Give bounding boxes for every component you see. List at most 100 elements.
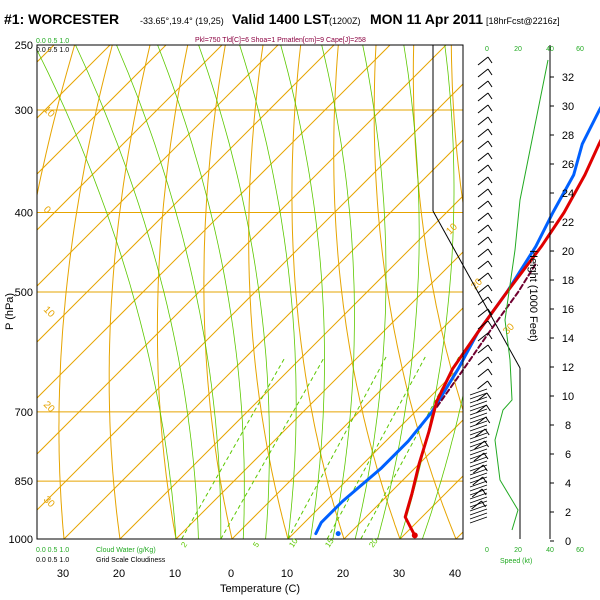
wind-barb-dense bbox=[469, 428, 488, 436]
wind-barb-dense bbox=[469, 440, 488, 448]
pressure-tick-label: 700 bbox=[15, 407, 33, 419]
wind-barb bbox=[471, 488, 483, 498]
height-tick-label: 16 bbox=[562, 304, 574, 316]
wind-barb-dense bbox=[469, 488, 488, 496]
wind-barb-feather bbox=[487, 152, 493, 160]
dry-adiabat-line bbox=[203, 45, 233, 539]
wind-barb-feather bbox=[487, 188, 493, 196]
pressure-tick-label: 500 bbox=[15, 287, 33, 299]
wind-barb bbox=[477, 140, 489, 150]
wind-barb-dense bbox=[469, 420, 488, 428]
wind-speed-line bbox=[494, 59, 549, 531]
dry-adiabat-line bbox=[156, 45, 189, 539]
wind-barb-dense bbox=[469, 504, 488, 512]
wind-barb bbox=[477, 296, 489, 306]
wind-barb-feather bbox=[487, 92, 493, 100]
cloud-scale-top: 0.0 0.5 1.0 bbox=[36, 38, 69, 45]
wind-barb-feather bbox=[485, 416, 491, 424]
speed-tick-label: 40 bbox=[546, 547, 554, 554]
wind-barb-dense bbox=[469, 516, 488, 524]
wind-barb bbox=[477, 200, 489, 210]
wind-barb-dense bbox=[469, 448, 488, 456]
wind-barb-feather bbox=[485, 404, 491, 412]
wind-barb-feather bbox=[487, 140, 493, 148]
wind-barb-feather bbox=[487, 104, 493, 112]
wind-barb-dense bbox=[469, 396, 488, 404]
wind-barb-dense bbox=[469, 512, 488, 520]
temperature-tick-label: 20 bbox=[337, 568, 349, 580]
pressure-tick-label: 250 bbox=[15, 40, 33, 52]
cloud-scale-top-2: 0.0 0.5 1.0 bbox=[36, 47, 69, 54]
dry-adiabat-label: 20 bbox=[469, 276, 485, 292]
wind-barb bbox=[477, 284, 489, 294]
isotherm-label: 0 bbox=[41, 204, 53, 216]
mixing-ratio-line bbox=[220, 356, 325, 539]
wind-barb bbox=[477, 260, 489, 270]
wind-barb-feather bbox=[487, 68, 493, 76]
moist-adiabat-line bbox=[321, 45, 355, 539]
isotherm-line bbox=[37, 45, 279, 287]
pressure-tick-label: 400 bbox=[15, 207, 33, 219]
isotherm-line bbox=[63, 139, 463, 539]
height-tick-label: 2 bbox=[565, 507, 571, 519]
wind-barb-dense bbox=[469, 416, 488, 424]
moist-adiabat-line bbox=[198, 45, 270, 539]
moist-adiabat-line bbox=[422, 393, 463, 539]
wind-barb-feather bbox=[487, 80, 493, 88]
wind-barb-dense bbox=[469, 432, 488, 440]
wind-barb-dense bbox=[469, 480, 488, 488]
valid-date: MON 11 Apr 2011 bbox=[370, 11, 483, 27]
wind-barb-dense bbox=[469, 468, 488, 476]
grid-layer bbox=[37, 45, 600, 539]
dewpoint-line bbox=[314, 105, 600, 536]
isotherm-label: 20 bbox=[41, 399, 57, 415]
height-tick-label: 24 bbox=[562, 188, 574, 200]
station-coords: -33.65°,19.4° (19,25) bbox=[140, 16, 224, 26]
parcel-path-line bbox=[436, 261, 538, 408]
wind-barb-dense bbox=[469, 412, 488, 420]
dry-adiabat-line bbox=[450, 45, 463, 207]
isotherm-line bbox=[119, 195, 463, 539]
wind-barb bbox=[477, 104, 489, 114]
isotherm-line bbox=[37, 83, 463, 511]
moist-adiabat-line bbox=[280, 45, 325, 539]
temperature-line bbox=[403, 138, 600, 537]
speed-tick-label: 20 bbox=[514, 547, 522, 554]
wind-barb bbox=[477, 272, 489, 282]
profile-layer bbox=[314, 105, 600, 539]
isotherm-line bbox=[37, 45, 447, 455]
cloud-water-label: Cloud Water (g/Kg) bbox=[96, 547, 156, 554]
grid-cloud-label: Grid Scale Cloudiness bbox=[96, 557, 166, 564]
isotherm-line bbox=[512, 45, 600, 539]
wind-barb bbox=[472, 476, 484, 486]
dry-adiabat-line bbox=[58, 45, 113, 539]
wind-barb-feather bbox=[487, 212, 493, 220]
cloud-scale-bottom: 0.0 0.5 1.0 bbox=[36, 547, 69, 554]
moist-adiabat-line bbox=[239, 45, 297, 539]
plot-frame bbox=[36, 44, 464, 540]
isotherm-label: 30 bbox=[41, 494, 57, 510]
wind-barb bbox=[477, 224, 489, 234]
wind-barb-feather bbox=[486, 392, 492, 400]
height-tick-label: 6 bbox=[565, 449, 571, 461]
dry-adiabat-line bbox=[108, 45, 151, 539]
isotherm-line bbox=[175, 251, 463, 539]
wind-barb-feather bbox=[487, 356, 493, 364]
wind-barb-feather bbox=[487, 236, 493, 244]
height-tick-label: 0 bbox=[565, 536, 571, 548]
wind-barb-feather bbox=[487, 128, 493, 136]
y-axis-title: P (hPa) bbox=[4, 293, 16, 330]
wind-barb-feather bbox=[487, 284, 493, 292]
wind-barb-feather bbox=[487, 368, 493, 376]
temperature-tick-label: 30 bbox=[57, 568, 69, 580]
moist-adiabat-line bbox=[157, 45, 245, 539]
wind-barb bbox=[477, 356, 489, 366]
wind-barb-dense bbox=[469, 436, 488, 444]
wind-barb-dense bbox=[469, 464, 488, 472]
height-tick-label: 10 bbox=[562, 391, 574, 403]
wind-barb-feather bbox=[487, 116, 493, 124]
wind-barb-dense bbox=[469, 456, 488, 464]
mixing-ratio-label: 2 bbox=[179, 540, 189, 549]
